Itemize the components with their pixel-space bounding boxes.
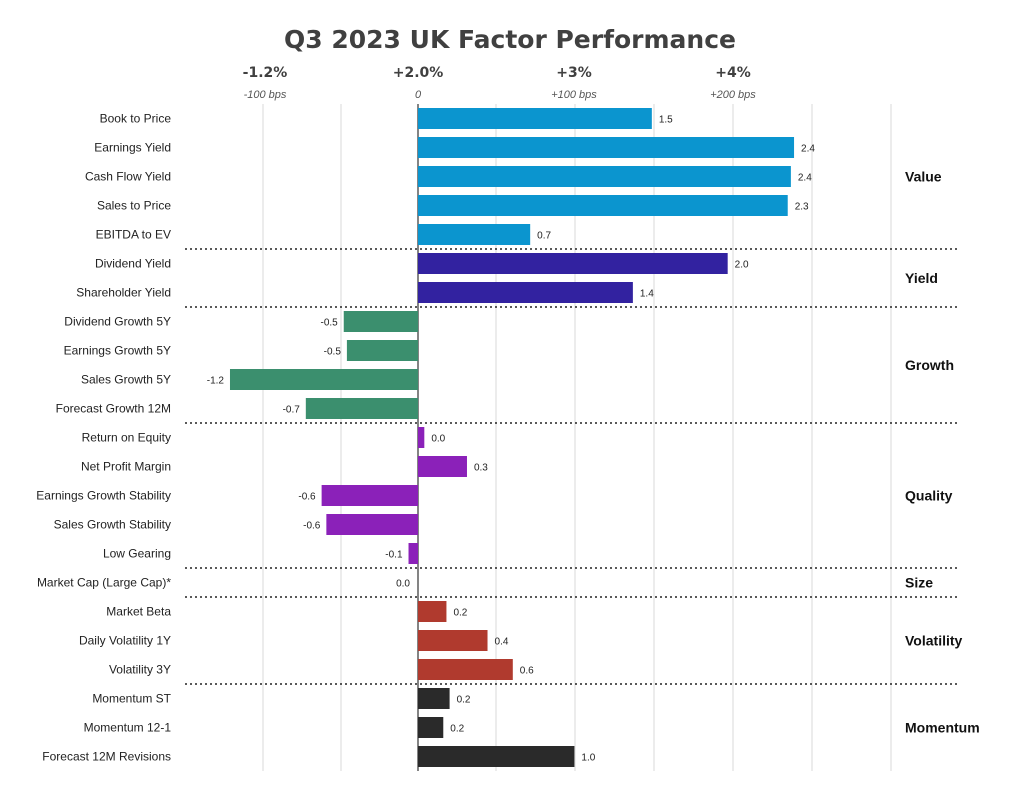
- bar: [346, 340, 418, 361]
- category-label: Momentum 12-1: [84, 721, 172, 735]
- bars: [229, 108, 795, 767]
- top-axis-label: +2.0%: [393, 65, 444, 81]
- group-label: Value: [905, 169, 942, 185]
- category-label: Return on Equity: [82, 431, 171, 445]
- bar: [418, 224, 531, 245]
- value-label: -0.1: [385, 550, 403, 561]
- bps-axis-label: +200 bps: [710, 89, 756, 101]
- value-label: 2.4: [798, 173, 812, 184]
- labels: -1.2% +2.0% +3% +4% -100 bps 0 +100 bps +200 bp…: [36, 65, 979, 764]
- bar: [418, 195, 788, 216]
- top-axis-label: +4%: [715, 65, 751, 81]
- group-label: Growth: [905, 357, 954, 373]
- bar: [343, 311, 418, 332]
- bps-axis-label: 0: [415, 89, 422, 101]
- category-label: Book to Price: [100, 112, 172, 126]
- bar: [418, 688, 450, 709]
- bar: [305, 398, 418, 419]
- category-label: Earnings Growth Stability: [36, 489, 171, 503]
- category-label: Shareholder Yield: [76, 286, 171, 300]
- group-label: Size: [905, 575, 933, 591]
- group-label: Quality: [905, 488, 953, 504]
- category-label: EBITDA to EV: [96, 228, 171, 242]
- value-label: 0.4: [495, 637, 509, 648]
- value-label: 0.2: [450, 724, 464, 735]
- category-label: Forecast 12M Revisions: [42, 750, 171, 764]
- category-label: Market Cap (Large Cap)*: [37, 576, 171, 590]
- category-label: Sales Growth 5Y: [81, 373, 171, 387]
- top-axis-label: +3%: [556, 65, 592, 81]
- bar: [418, 137, 795, 158]
- top-axis-label: -1.2%: [243, 65, 288, 81]
- category-label: Forecast Growth 12M: [56, 402, 171, 416]
- category-label: Dividend Growth 5Y: [64, 315, 171, 329]
- bar: [326, 514, 418, 535]
- value-label: 0.7: [537, 231, 551, 242]
- category-label: Dividend Yield: [95, 257, 171, 271]
- value-label: 0.0: [431, 434, 445, 445]
- value-label: -0.7: [283, 405, 301, 416]
- value-label: -1.2: [207, 376, 225, 387]
- bar: [418, 746, 575, 767]
- category-label: Volatility 3Y: [109, 663, 171, 677]
- category-label: Daily Volatility 1Y: [79, 634, 171, 648]
- category-label: Sales to Price: [97, 199, 171, 213]
- value-label: 0.0: [396, 579, 410, 590]
- bar: [418, 253, 728, 274]
- value-label: -0.5: [324, 347, 342, 358]
- category-label: Market Beta: [106, 605, 171, 619]
- bar: [418, 717, 444, 738]
- value-label: 2.4: [801, 144, 815, 155]
- category-label: Momentum ST: [92, 692, 171, 706]
- chart-title: Q3 2023 UK Factor Performance: [284, 25, 736, 54]
- bar: [408, 543, 418, 564]
- bps-axis-label: -100 bps: [244, 89, 287, 101]
- bar: [418, 282, 633, 303]
- bar: [229, 369, 418, 390]
- bar: [418, 630, 488, 651]
- bar: [418, 108, 652, 129]
- value-label: 1.4: [640, 289, 654, 300]
- value-label: -0.6: [298, 492, 316, 503]
- group-label: Momentum: [905, 720, 980, 736]
- category-label: Earnings Growth 5Y: [64, 344, 171, 358]
- group-label: Yield: [905, 270, 938, 286]
- value-label: 0.6: [520, 666, 534, 677]
- category-label: Cash Flow Yield: [85, 170, 171, 184]
- bps-axis-label: +100 bps: [551, 89, 597, 101]
- bar: [418, 166, 791, 187]
- value-label: 1.0: [581, 753, 595, 764]
- bar: [321, 485, 418, 506]
- bar: [418, 427, 425, 448]
- bar: [418, 456, 467, 477]
- value-label: 1.5: [659, 115, 673, 126]
- value-label: 2.0: [735, 260, 749, 271]
- bar: [418, 601, 447, 622]
- category-label: Earnings Yield: [94, 141, 171, 155]
- value-label: -0.5: [321, 318, 339, 329]
- category-label: Low Gearing: [103, 547, 171, 561]
- category-label: Net Profit Margin: [81, 460, 171, 474]
- value-label: 2.3: [795, 202, 809, 213]
- category-label: Sales Growth Stability: [54, 518, 171, 532]
- value-label: 0.2: [457, 695, 471, 706]
- value-label: -0.6: [303, 521, 321, 532]
- value-label: 0.3: [474, 463, 488, 474]
- value-label: 0.2: [453, 608, 467, 619]
- group-label: Volatility: [905, 633, 963, 649]
- bar: [418, 659, 513, 680]
